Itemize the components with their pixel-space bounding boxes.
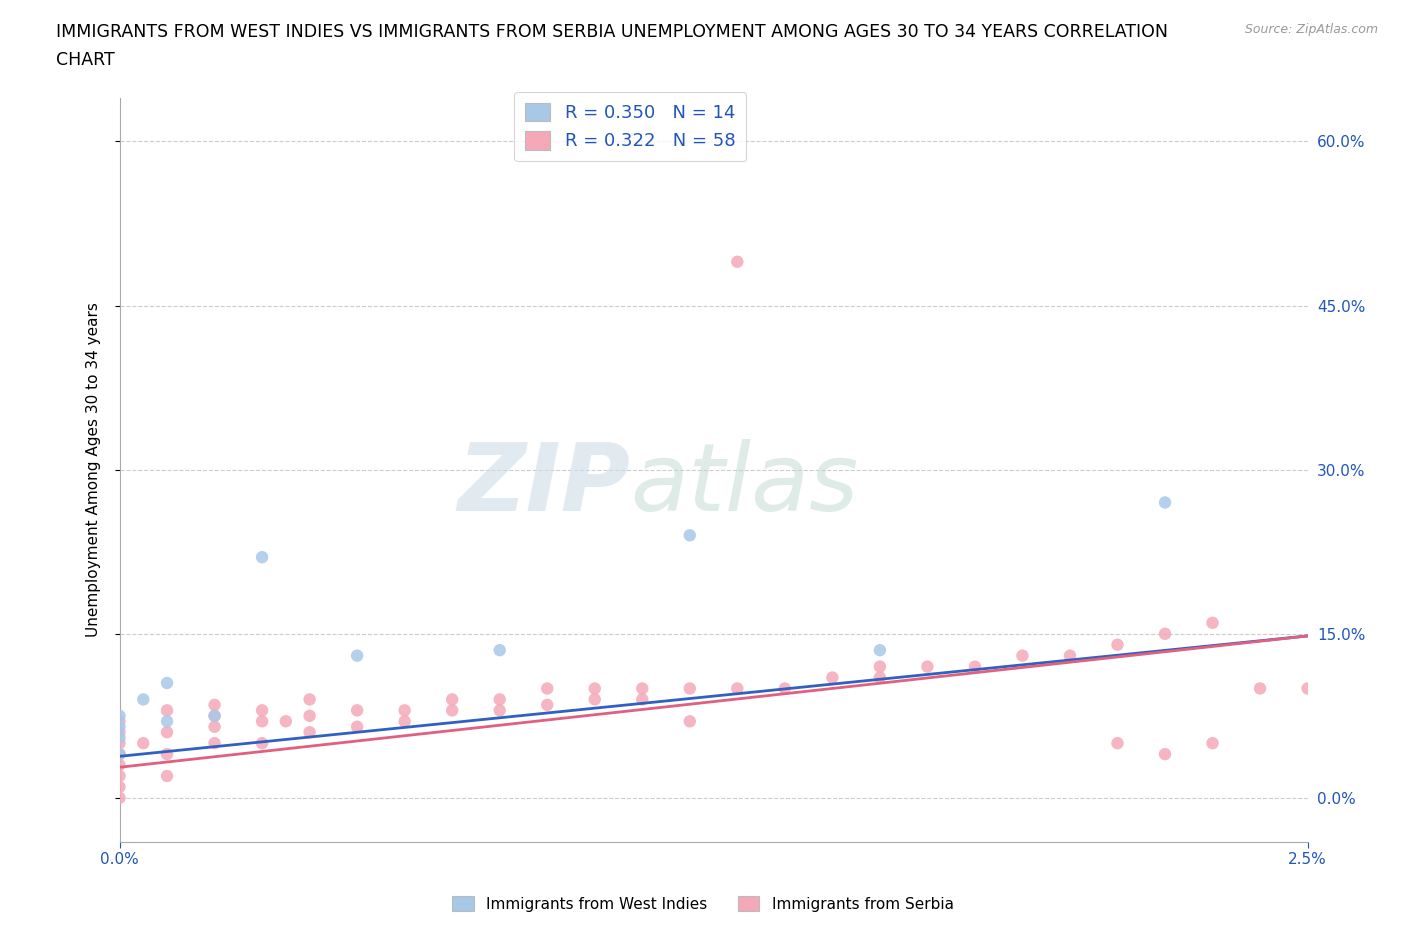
Point: [132, 736, 155, 751]
Point: [204, 709, 226, 724]
Point: [869, 643, 891, 658]
Point: [679, 681, 702, 696]
Point: [821, 671, 844, 685]
Point: [1296, 681, 1319, 696]
Point: [869, 671, 891, 685]
Point: [917, 659, 939, 674]
Point: [108, 719, 131, 734]
Point: [488, 692, 510, 707]
Point: [108, 730, 131, 745]
Point: [631, 692, 654, 707]
Point: [536, 698, 558, 712]
Point: [298, 692, 321, 707]
Point: [108, 747, 131, 762]
Point: [108, 724, 131, 739]
Point: [204, 698, 226, 712]
Point: [441, 692, 464, 707]
Point: [963, 659, 986, 674]
Point: [108, 747, 131, 762]
Point: [132, 692, 155, 707]
Point: [1059, 648, 1081, 663]
Point: [346, 703, 368, 718]
Point: [250, 714, 273, 729]
Point: [346, 719, 368, 734]
Point: [394, 703, 416, 718]
Point: [108, 779, 131, 794]
Point: [1154, 626, 1177, 641]
Point: [298, 709, 321, 724]
Point: [108, 758, 131, 773]
Point: [725, 681, 748, 696]
Point: [725, 254, 748, 269]
Point: [1201, 736, 1223, 751]
Point: [156, 768, 179, 783]
Point: [108, 790, 131, 805]
Point: [346, 648, 368, 663]
Point: [583, 681, 606, 696]
Point: [1249, 681, 1271, 696]
Point: [156, 703, 179, 718]
Legend: R = 0.350   N = 14, R = 0.322   N = 58: R = 0.350 N = 14, R = 0.322 N = 58: [515, 92, 747, 161]
Point: [679, 714, 702, 729]
Point: [156, 714, 179, 729]
Point: [250, 703, 273, 718]
Point: [108, 709, 131, 724]
Text: CHART: CHART: [56, 51, 115, 69]
Point: [204, 719, 226, 734]
Point: [441, 703, 464, 718]
Point: [156, 675, 179, 690]
Point: [298, 724, 321, 739]
Point: [156, 724, 179, 739]
Point: [1154, 495, 1177, 510]
Point: [274, 714, 297, 729]
Point: [679, 528, 702, 543]
Point: [488, 703, 510, 718]
Point: [1107, 637, 1129, 652]
Point: [631, 681, 654, 696]
Point: [1107, 736, 1129, 751]
Point: [204, 709, 226, 724]
Point: [1011, 648, 1033, 663]
Point: [1201, 616, 1223, 631]
Point: [156, 747, 179, 762]
Point: [108, 768, 131, 783]
Point: [536, 681, 558, 696]
Point: [488, 643, 510, 658]
Text: Source: ZipAtlas.com: Source: ZipAtlas.com: [1244, 23, 1378, 36]
Point: [1154, 747, 1177, 762]
Point: [108, 714, 131, 729]
Legend: Immigrants from West Indies, Immigrants from Serbia: Immigrants from West Indies, Immigrants …: [446, 889, 960, 918]
Text: atlas: atlas: [630, 439, 859, 530]
Point: [394, 714, 416, 729]
Point: [869, 659, 891, 674]
Point: [108, 736, 131, 751]
Point: [583, 692, 606, 707]
Point: [250, 736, 273, 751]
Text: ZIP: ZIP: [457, 439, 630, 530]
Point: [250, 550, 273, 565]
Point: [204, 736, 226, 751]
Text: IMMIGRANTS FROM WEST INDIES VS IMMIGRANTS FROM SERBIA UNEMPLOYMENT AMONG AGES 30: IMMIGRANTS FROM WEST INDIES VS IMMIGRANT…: [56, 23, 1168, 41]
Point: [773, 681, 796, 696]
Y-axis label: Unemployment Among Ages 30 to 34 years: Unemployment Among Ages 30 to 34 years: [86, 302, 101, 637]
